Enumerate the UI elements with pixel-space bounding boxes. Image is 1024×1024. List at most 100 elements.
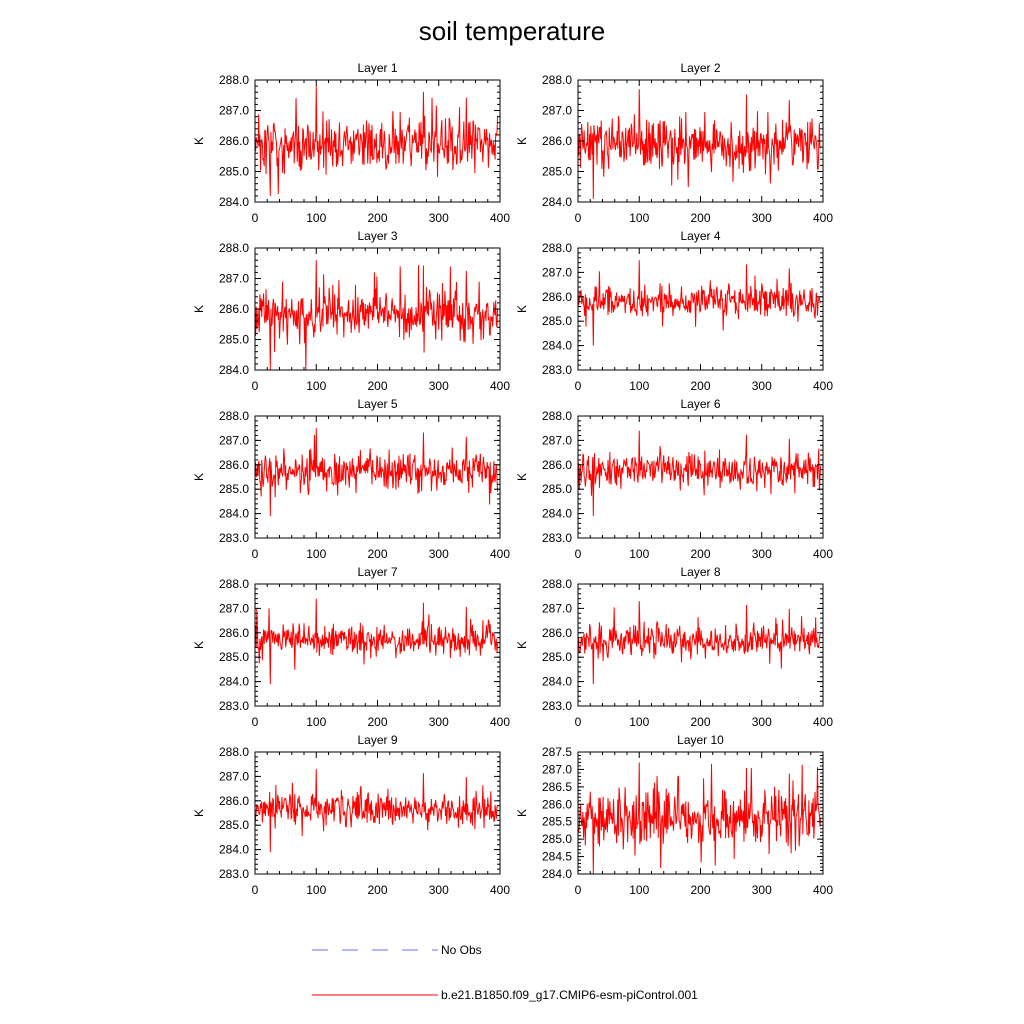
panel-layer-5: Layer 5 K 0 100 200 300 400 283.0 284.0 285.0 286.… (192, 397, 510, 561)
y-tick-label: 286.0 (542, 134, 572, 148)
panel-title: Layer 10 (677, 733, 724, 747)
y-tick-label: 284.0 (219, 507, 249, 521)
y-tick-label: 286.0 (219, 134, 249, 148)
y-tick-label: 288.0 (219, 745, 249, 759)
x-tick-label: 200 (367, 547, 387, 561)
x-tick-label: 400 (813, 211, 833, 225)
y-tick-label: 284.0 (219, 675, 249, 689)
series-line (577, 89, 821, 199)
panel-title: Layer 5 (357, 397, 397, 411)
y-axis-label: K (192, 809, 206, 817)
x-tick-label: 300 (752, 379, 772, 393)
panel-layer-6: Layer 6 K 0 100 200 300 400 283.0 284.0 285.0 286.… (515, 397, 833, 561)
panel-title: Layer 3 (357, 229, 397, 243)
y-axis-label: K (192, 137, 206, 145)
y-tick-label: 286.0 (219, 302, 249, 316)
series-line (254, 769, 498, 853)
y-tick-label: 284.0 (219, 843, 249, 857)
y-tick-label: 286.0 (219, 794, 249, 808)
y-tick-label: 286.5 (542, 780, 572, 794)
y-tick-label: 285.0 (542, 165, 572, 179)
x-tick-label: 400 (490, 379, 510, 393)
y-tick-label: 287.0 (219, 769, 249, 783)
y-axis-label: K (192, 305, 206, 313)
y-tick-label: 288.0 (219, 409, 249, 423)
x-tick-label: 400 (490, 883, 510, 897)
y-tick-label: 283.0 (219, 867, 249, 881)
y-tick-label: 286.0 (542, 458, 572, 472)
y-tick-label: 287.0 (219, 272, 249, 286)
x-tick-label: 100 (306, 211, 326, 225)
y-tick-label: 283.0 (542, 363, 572, 377)
y-tick-label: 284.0 (542, 507, 572, 521)
x-tick-label: 200 (690, 883, 710, 897)
y-tick-label: 285.0 (542, 650, 572, 664)
plot-frame (254, 415, 501, 539)
panel-title: Layer 4 (680, 229, 720, 243)
panel-title: Layer 8 (680, 565, 720, 579)
y-tick-label: 288.0 (219, 241, 249, 255)
legend: No Obs b.e21.B1850.f09_g17.CMIP6-esm-piC… (312, 943, 698, 1002)
y-tick-label: 287.0 (542, 762, 572, 776)
panel-title: Layer 1 (357, 61, 397, 75)
y-tick-label: 284.0 (542, 195, 572, 209)
y-tick-label: 285.0 (219, 650, 249, 664)
x-tick-label: 200 (690, 211, 710, 225)
y-tick-label: 285.0 (219, 165, 249, 179)
series-line (254, 260, 499, 371)
x-tick-label: 200 (367, 715, 387, 729)
x-tick-label: 100 (306, 379, 326, 393)
y-tick-label: 287.0 (542, 265, 572, 279)
y-tick-label: 287.0 (219, 433, 249, 447)
y-axis-label: K (192, 473, 206, 481)
y-tick-label: 285.0 (542, 832, 572, 846)
y-axis-label: K (515, 641, 529, 649)
y-tick-label: 286.0 (542, 290, 572, 304)
panel-layer-7: Layer 7 K 0 100 200 300 400 283.0 284.0 285.0 286.… (192, 565, 510, 729)
y-tick-label: 285.0 (542, 482, 572, 496)
y-tick-label: 284.0 (542, 339, 572, 353)
y-tick-label: 284.0 (542, 867, 572, 881)
y-tick-label: 283.0 (219, 699, 249, 713)
y-tick-label: 288.0 (542, 577, 572, 591)
y-tick-label: 285.0 (219, 818, 249, 832)
x-tick-label: 200 (367, 379, 387, 393)
x-tick-label: 300 (752, 883, 772, 897)
panel-layer-1: Layer 1 K 0 100 200 300 400 284.0 285.0 286.0 287.… (192, 61, 510, 225)
y-tick-label: 286.0 (542, 797, 572, 811)
panel-title: Layer 9 (357, 733, 397, 747)
x-tick-label: 0 (575, 379, 582, 393)
y-tick-label: 288.0 (542, 409, 572, 423)
y-axis-label: K (192, 641, 206, 649)
y-tick-label: 284.0 (219, 363, 249, 377)
y-tick-label: 287.0 (542, 104, 572, 118)
y-tick-label: 288.0 (219, 577, 249, 591)
y-tick-label: 287.0 (542, 433, 572, 447)
y-tick-label: 286.0 (219, 458, 249, 472)
series-line (577, 601, 821, 685)
x-tick-label: 0 (575, 883, 582, 897)
x-tick-label: 300 (429, 547, 449, 561)
x-tick-label: 200 (367, 883, 387, 897)
y-tick-label: 285.0 (219, 482, 249, 496)
y-tick-label: 284.5 (542, 850, 572, 864)
y-tick-label: 287.0 (219, 104, 249, 118)
y-tick-label: 285.0 (219, 333, 249, 347)
x-tick-label: 100 (629, 379, 649, 393)
x-tick-label: 0 (575, 547, 582, 561)
y-tick-label: 288.0 (542, 73, 572, 87)
x-tick-label: 400 (490, 715, 510, 729)
x-tick-label: 200 (690, 715, 710, 729)
y-axis-label: K (515, 305, 529, 313)
figure-title: soil temperature (419, 16, 605, 46)
y-tick-label: 287.5 (542, 745, 572, 759)
y-tick-label: 286.0 (542, 626, 572, 640)
y-tick-label: 286.0 (219, 626, 249, 640)
x-tick-label: 100 (629, 211, 649, 225)
y-tick-label: 288.0 (542, 241, 572, 255)
x-tick-label: 100 (306, 883, 326, 897)
x-tick-label: 300 (429, 211, 449, 225)
x-tick-label: 0 (252, 715, 259, 729)
panel-layer-8: Layer 8 K 0 100 200 300 400 283.0 284.0 285.0 286.… (515, 565, 833, 729)
